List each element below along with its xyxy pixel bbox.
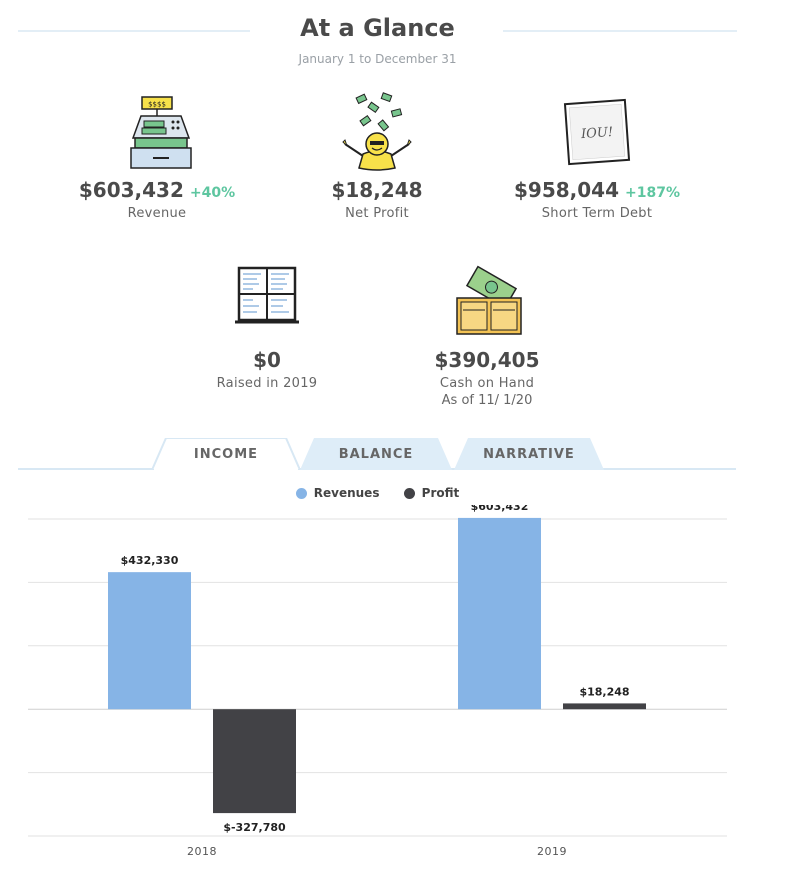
bar-label-profit-2019: $18,248 (579, 685, 629, 698)
raised-label: Raised in 2019 (216, 376, 318, 391)
stat-short-term-debt: IOU! $958,044 +187% Short Term Debt (497, 92, 697, 221)
revenue-change: +40% (189, 185, 236, 201)
celebrating-money-icon (342, 92, 412, 171)
wallet-icon (456, 265, 522, 335)
bar-profit-2019[interactable] (563, 703, 646, 710)
cash-on-hand-label: Cash on Hand (439, 376, 535, 391)
cash-on-hand-value: $390,405 (434, 348, 540, 372)
net-profit-label: Net Profit (345, 206, 409, 221)
title-rule-left (18, 30, 250, 32)
tab-narrative[interactable]: NARRATIVE (454, 438, 604, 470)
page-subtitle: January 1 to December 31 (298, 52, 457, 66)
net-profit-value: $18,248 (331, 178, 423, 202)
bar-label-profit-2018: $-327,780 (223, 821, 286, 834)
short-term-debt-change: +187% (625, 185, 680, 201)
iou-note-icon: IOU! (563, 98, 631, 166)
bar-label-revenues-2019: $603,432 (471, 505, 529, 513)
bar-profit-2018[interactable] (213, 709, 296, 814)
stat-cash-on-hand: $390,405 Cash on Hand As of 11/ 1/20 (387, 262, 587, 408)
chart-legend: Revenues Profit (0, 486, 755, 502)
tab-income-shape (152, 438, 300, 470)
tab-balance-shape (300, 438, 452, 470)
x-tick-label-2018: 2018 (187, 845, 217, 858)
tab-narrative-shape (454, 438, 604, 470)
page-title: At a Glance (300, 14, 455, 42)
title-rule-right (503, 30, 737, 32)
tab-narrative-label: NARRATIVE (483, 446, 575, 462)
bar-revenues-2018[interactable] (108, 572, 191, 710)
tab-income[interactable]: INCOME (152, 438, 300, 470)
tab-balance-label: BALANCE (338, 446, 414, 462)
revenue-value: $603,432 (78, 178, 184, 202)
short-term-debt-label: Short Term Debt (541, 206, 653, 221)
revenue-label: Revenue (127, 206, 187, 221)
svg-text:IOU!: IOU! (580, 125, 614, 142)
cash-register-icon: $$$$ (130, 96, 192, 169)
bar-label-revenues-2018: $432,330 (121, 554, 179, 567)
raised-value: $0 (253, 348, 281, 372)
income-bar-chart: $432,330 $-327,780 2018 $603,432 $18,248 2019 (28, 505, 727, 858)
legend-profit[interactable]: Profit (403, 486, 460, 500)
short-term-debt-value: $958,044 (514, 178, 620, 202)
svg-text:$$$$: $$$$ (148, 101, 166, 109)
stat-net-profit: $18,248 Net Profit (277, 92, 477, 221)
tab-income-label: INCOME (193, 446, 259, 462)
whiteboard-icon (235, 266, 299, 324)
legend-revenues-swatch (295, 487, 307, 499)
legend-revenues[interactable]: Revenues (295, 486, 380, 500)
legend-profit-label: Profit (421, 486, 460, 500)
stat-raised: $0 Raised in 2019 (167, 262, 367, 391)
bar-revenues-2019[interactable] (458, 517, 541, 710)
x-tick-label-2019: 2019 (537, 845, 567, 858)
legend-revenues-label: Revenues (313, 486, 380, 500)
tab-balance[interactable]: BALANCE (300, 438, 452, 470)
legend-profit-swatch (403, 487, 415, 499)
stat-revenue: $$$$ $603,432 +40% Revenue (57, 92, 257, 221)
cash-on-hand-date: As of 11/ 1/20 (441, 393, 533, 408)
